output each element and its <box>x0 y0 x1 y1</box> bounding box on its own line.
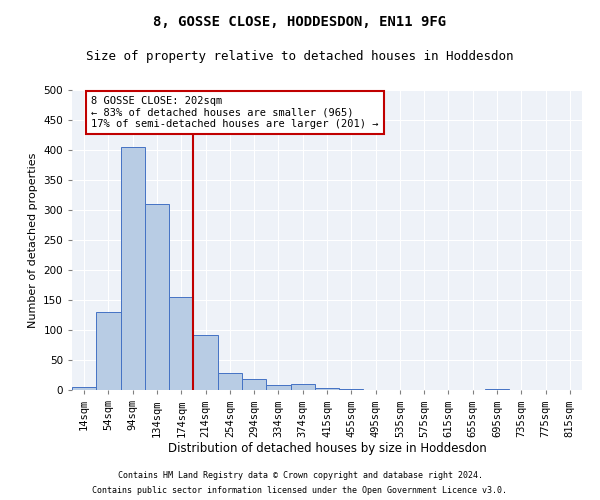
X-axis label: Distribution of detached houses by size in Hoddesdon: Distribution of detached houses by size … <box>167 442 487 455</box>
Bar <box>266 384 290 390</box>
Bar <box>72 387 96 390</box>
Bar <box>121 147 145 390</box>
Text: Contains public sector information licensed under the Open Government Licence v3: Contains public sector information licen… <box>92 486 508 495</box>
Text: Contains HM Land Registry data © Crown copyright and database right 2024.: Contains HM Land Registry data © Crown c… <box>118 471 482 480</box>
Text: 8 GOSSE CLOSE: 202sqm
← 83% of detached houses are smaller (965)
17% of semi-det: 8 GOSSE CLOSE: 202sqm ← 83% of detached … <box>91 96 379 129</box>
Bar <box>96 312 121 390</box>
Bar <box>218 373 242 390</box>
Bar <box>290 384 315 390</box>
Bar <box>193 335 218 390</box>
Bar <box>242 379 266 390</box>
Text: 8, GOSSE CLOSE, HODDESDON, EN11 9FG: 8, GOSSE CLOSE, HODDESDON, EN11 9FG <box>154 15 446 29</box>
Bar <box>169 297 193 390</box>
Y-axis label: Number of detached properties: Number of detached properties <box>28 152 38 328</box>
Bar <box>145 204 169 390</box>
Text: Size of property relative to detached houses in Hoddesdon: Size of property relative to detached ho… <box>86 50 514 63</box>
Bar <box>315 388 339 390</box>
